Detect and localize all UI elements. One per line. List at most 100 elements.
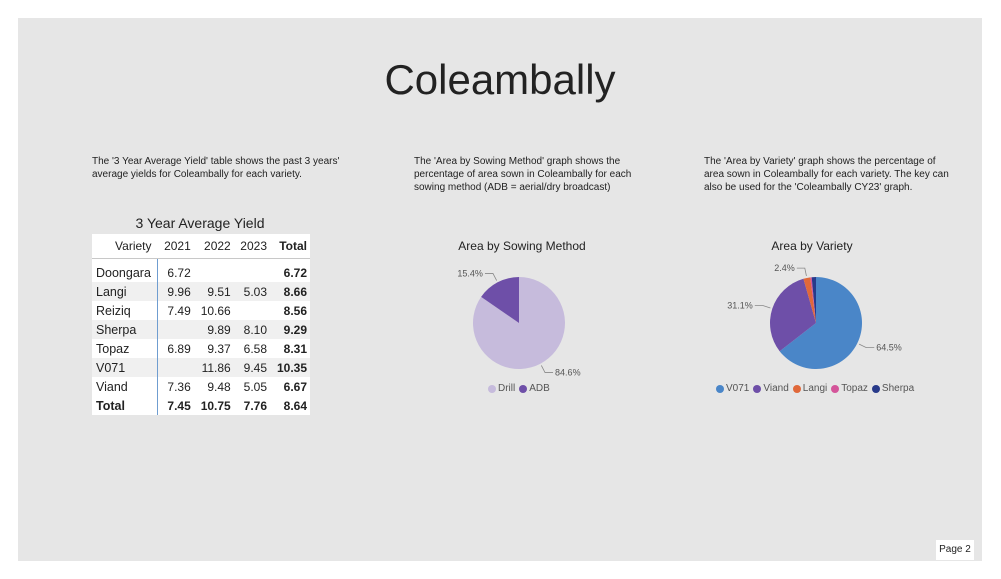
total-cell: 8.64 (283, 398, 307, 413)
table-row: Langi 9.96 9.51 5.03 8.66 (92, 282, 310, 301)
variety-cell: Topaz (92, 339, 158, 358)
pie-slice-topaz (810, 277, 816, 323)
yield-cell: 9.51 (193, 282, 234, 301)
yield-cell: 9.96 (157, 282, 194, 301)
yield-cell: 10.66 (200, 303, 231, 318)
table-row: Topaz 6.89 9.37 6.58 8.31 (92, 339, 310, 358)
pie-slice-viand (770, 278, 816, 352)
pie-slice-v071 (779, 277, 862, 369)
yield-cell: 6.89 (167, 341, 191, 356)
yield-cell (234, 301, 270, 320)
yield-cell: 6.72 (167, 265, 191, 280)
table-description: The '3 Year Average Yield' table shows t… (92, 156, 340, 180)
leader-line (796, 267, 807, 277)
leader-line (754, 305, 771, 309)
total-cell: 9.29 (270, 320, 310, 339)
legend-swatch (519, 384, 528, 393)
legend-swatch (488, 384, 496, 393)
total-cell: 10.35 (270, 358, 310, 377)
page-number: Page 2 (936, 540, 974, 560)
table-row: Reiziq 7.49 10.66 8.56 (92, 301, 310, 320)
data-label: 84.6% (555, 368, 581, 378)
variety-legend: V071 Viand Langi Topaz Sherpa (716, 383, 914, 394)
pie-slice-langi (803, 277, 816, 323)
total-cell: 8.56 (283, 303, 307, 318)
yield-cell: 5.05 (243, 379, 267, 394)
yield-cell: 6.58 (243, 341, 267, 356)
legend-label: Langi (802, 383, 828, 394)
pie-slice-sherpa (811, 277, 816, 323)
yield-cell (194, 259, 234, 283)
data-label: 15.4% (457, 268, 483, 278)
table-title: 3 Year Average Yield (135, 215, 265, 231)
yield-cell (234, 259, 270, 283)
table-header-row: Variety 2021 2022 2023 Total (92, 234, 310, 259)
variety-cell: Doongara (92, 258, 158, 282)
data-label: 64.5% (876, 343, 902, 353)
column-header: 2023 (233, 234, 270, 259)
legend-label: Sherpa (881, 383, 915, 394)
yield-cell: 9.37 (207, 341, 231, 356)
table-row: Viand 7.36 9.48 5.05 6.67 (92, 377, 310, 396)
total-cell: 6.72 (283, 265, 307, 280)
total-cell: 8.66 (270, 282, 310, 301)
legend-item: Sherpa (871, 383, 915, 394)
variety-cell: V071 (92, 358, 158, 377)
legend-swatch (753, 384, 762, 393)
yield-cell: 10.75 (200, 398, 231, 413)
legend-swatch (871, 384, 880, 393)
table-row: Sherpa 9.89 8.10 9.29 (92, 320, 310, 339)
yield-cell: 7.76 (243, 398, 267, 413)
page-title: Coleambally (384, 56, 616, 103)
variety-pie-chart: 64.5% 31.1% 2.4% (727, 263, 902, 369)
variety-cell: Reiziq (92, 301, 158, 320)
legend-item: V071 (716, 383, 749, 394)
leader-line (540, 365, 554, 373)
yield-cell: 8.10 (233, 320, 270, 339)
legend-label: V071 (726, 383, 750, 394)
legend-item: Topaz (831, 383, 868, 394)
column-header: Total (270, 234, 310, 259)
table-row: V071 11.86 9.45 10.35 (92, 358, 310, 377)
yield-cell: 7.49 (167, 303, 191, 318)
sowing-pie-chart: 84.6% 15.4% (457, 268, 581, 378)
variety-cell: Total (92, 396, 158, 415)
sowing-legend: Drill ADB (488, 383, 550, 394)
leader-line (484, 273, 498, 281)
sowing-description: The 'Area by Sowing Method' graph shows … (414, 156, 632, 193)
legend-swatch (792, 384, 801, 393)
leader-line (858, 343, 875, 349)
yield-cell: 11.86 (193, 358, 234, 377)
legend-swatch (716, 384, 724, 393)
legend-label: Drill (498, 383, 516, 394)
yield-cell (157, 358, 194, 377)
variety-description: The 'Area by Variety' graph shows the pe… (704, 156, 949, 193)
total-cell: 6.67 (283, 379, 307, 394)
column-header: 2022 (193, 234, 234, 259)
variety-cell: Sherpa (92, 320, 158, 339)
total-cell: 8.31 (283, 341, 307, 356)
table-row: Doongara 6.72 6.72 (92, 258, 310, 283)
yield-cell (157, 320, 194, 339)
data-label: 2.4% (774, 263, 795, 273)
pie-slice-adb (481, 277, 519, 323)
column-header: Variety (92, 234, 158, 259)
legend-item: Langi (792, 383, 828, 394)
legend-item: ADB (519, 383, 550, 394)
yield-cell: 9.48 (207, 379, 231, 394)
table-total-row: Total 7.45 10.75 7.76 8.64 (92, 396, 310, 415)
legend-label: ADB (529, 383, 550, 394)
data-label: 31.1% (727, 301, 753, 311)
legend-swatch (831, 384, 840, 393)
legend-item: Drill (488, 383, 515, 394)
column-header: 2021 (157, 234, 194, 259)
legend-label: Viand (763, 383, 789, 394)
yield-table: Variety 2021 2022 2023 Total Doongara 6.7… (92, 234, 310, 415)
yield-cell: 5.03 (233, 282, 270, 301)
yield-cell: 7.36 (167, 379, 191, 394)
yield-cell: 7.45 (167, 398, 191, 413)
legend-item: Viand (753, 383, 789, 394)
variety-cell: Langi (92, 282, 158, 301)
sowing-chart-title: Area by Sowing Method (458, 239, 586, 253)
variety-chart-title: Area by Variety (771, 239, 853, 253)
